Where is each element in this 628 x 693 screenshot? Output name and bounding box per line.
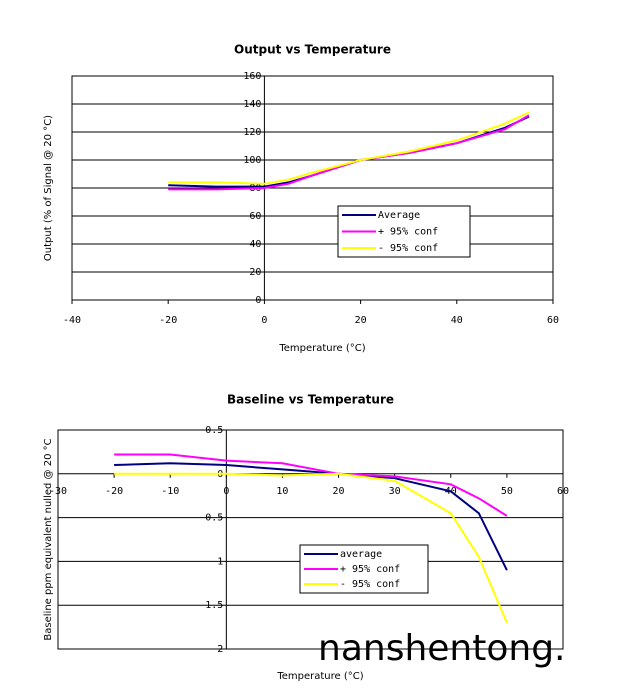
y-axis-label: Output (% of Signal @ 20 °C) xyxy=(43,115,54,261)
x-tick-label: 20 xyxy=(355,315,367,326)
x-tick-label: 40 xyxy=(451,315,463,326)
y-tick-label: 60 xyxy=(249,211,261,222)
x-tick-label: 20 xyxy=(333,486,345,497)
series-line xyxy=(168,114,530,191)
chart-title: Baseline vs Temperature xyxy=(227,393,394,407)
watermark: nanshentong. xyxy=(318,628,565,669)
plot-frame xyxy=(57,429,564,650)
y-tick-label: 1 xyxy=(217,556,223,567)
y-axis-label: Baseline ppm equivalent nulled @ 20 °C xyxy=(43,438,54,640)
x-axis-label: Temperature (°C) xyxy=(278,343,365,354)
y-tick-label: 100 xyxy=(243,155,261,166)
x-tick-label: 0 xyxy=(261,315,267,326)
y-tick-label: 0.5 xyxy=(205,425,223,436)
x-tick-label: -20 xyxy=(159,315,177,326)
series-line xyxy=(114,472,508,624)
chart-title: Output vs Temperature xyxy=(234,43,391,57)
x-tick-label: 60 xyxy=(547,315,559,326)
legend-label: - 95% conf xyxy=(340,579,400,590)
x-axis-label: Temperature (°C) xyxy=(276,671,363,682)
legend-label: + 95% conf xyxy=(340,564,400,575)
legend-label: Average xyxy=(378,210,420,221)
x-tick-label: -20 xyxy=(105,486,123,497)
y-tick-label: 160 xyxy=(243,71,261,82)
x-tick-label: 0 xyxy=(223,486,229,497)
x-tick-label: -10 xyxy=(161,486,179,497)
series-line xyxy=(168,111,530,185)
y-tick-label: 20 xyxy=(249,267,261,278)
y-tick-label: 2 xyxy=(217,644,223,655)
legend-label: + 95% conf xyxy=(378,227,438,238)
legend-label: - 95% conf xyxy=(378,243,438,254)
y-tick-label: 40 xyxy=(249,239,261,250)
y-tick-label: 0 xyxy=(255,295,261,306)
x-tick-label: -40 xyxy=(63,315,81,326)
y-tick-label: 120 xyxy=(243,127,261,138)
x-tick-label: 50 xyxy=(501,486,513,497)
x-tick-label: 30 xyxy=(389,486,401,497)
y-tick-label: 1.5 xyxy=(205,600,223,611)
y-tick-label: 0.5 xyxy=(205,513,223,524)
x-tick-label: -30 xyxy=(49,486,67,497)
x-tick-label: 60 xyxy=(557,486,569,497)
legend-label: average xyxy=(340,549,382,560)
y-tick-label: 140 xyxy=(243,99,261,110)
series-line xyxy=(168,115,530,188)
x-tick-label: 10 xyxy=(276,486,288,497)
